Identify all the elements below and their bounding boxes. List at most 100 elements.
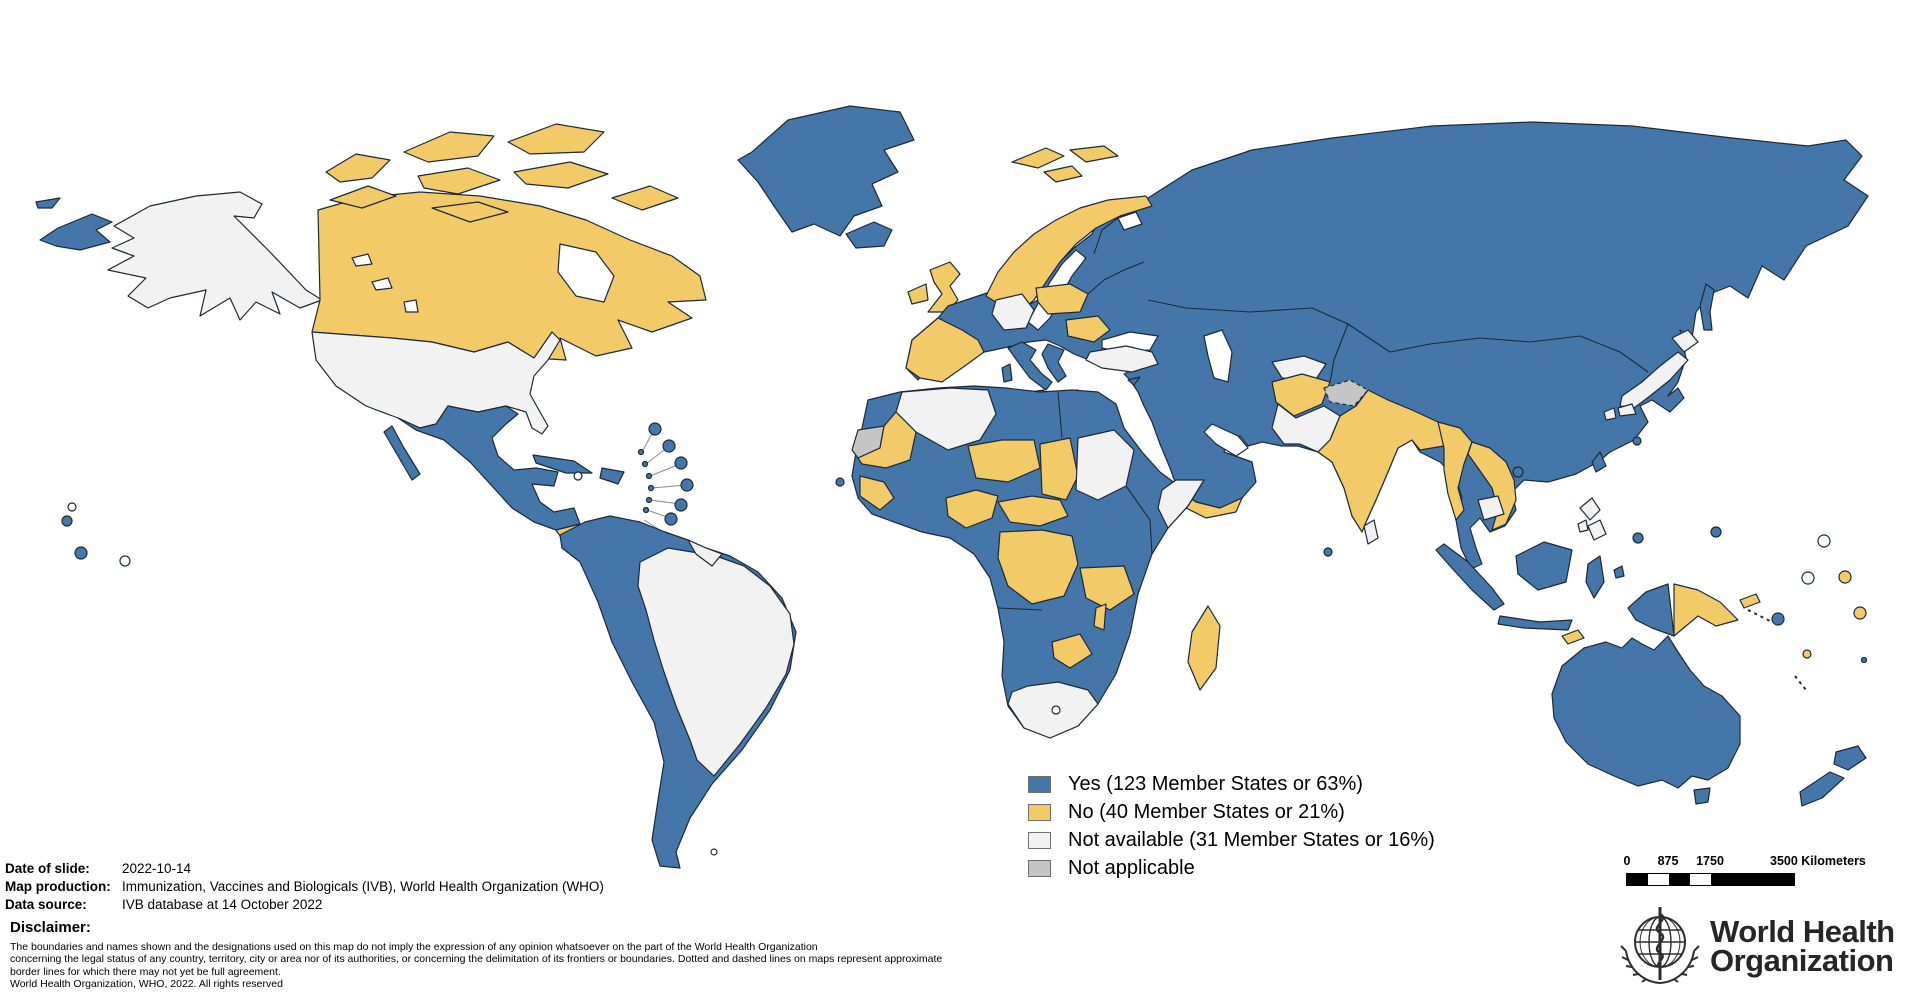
region-ireland bbox=[907, 283, 929, 305]
scale-tick-0: 0 bbox=[1623, 854, 1631, 868]
caribbean-dot bbox=[674, 456, 688, 470]
legend-swatch-no bbox=[1028, 803, 1051, 821]
region-cambodia bbox=[1477, 495, 1505, 521]
pacific-dot bbox=[1632, 532, 1644, 544]
pacific-dot bbox=[1817, 534, 1831, 548]
legend-item-not-applicable: Not applicable bbox=[1028, 854, 1435, 882]
region-norway bbox=[985, 195, 1153, 313]
pacific-dot bbox=[1802, 649, 1812, 659]
region-niger bbox=[967, 439, 1041, 483]
region-tasmania bbox=[1693, 787, 1711, 805]
region-cyprus bbox=[1127, 376, 1141, 386]
slide-metadata: Date of slide: 2022-10-14 Map production… bbox=[5, 860, 604, 914]
region-sri-lanka bbox=[1363, 519, 1379, 545]
region-myanmar bbox=[1437, 421, 1473, 521]
region-tanzania bbox=[1079, 565, 1135, 611]
caribbean-islet bbox=[641, 460, 649, 468]
region-new-zealand-south bbox=[1799, 771, 1845, 807]
pacific-dot bbox=[61, 515, 73, 527]
region-chukotka bbox=[39, 213, 113, 251]
disclaimer-line: concerning the legal status of any count… bbox=[10, 953, 943, 966]
solomon-islands bbox=[1747, 609, 1773, 623]
region-mauritania bbox=[857, 411, 917, 469]
border-libya-egypt bbox=[1057, 391, 1063, 439]
region-hainan bbox=[1512, 466, 1524, 478]
caribbean-dot bbox=[680, 478, 694, 492]
scale-tick-1750: 1750 bbox=[1696, 854, 1724, 868]
region-germany bbox=[991, 293, 1035, 331]
region-new-guinea-west bbox=[1627, 583, 1675, 637]
metadata-label: Map production: bbox=[5, 879, 111, 894]
metadata-label: Date of slide: bbox=[5, 861, 90, 876]
legend-item-yes: Yes (123 Member States or 63%) bbox=[1028, 770, 1435, 798]
region-iberia bbox=[905, 317, 985, 383]
region-arctic-island bbox=[611, 185, 679, 211]
lake-great-slave bbox=[371, 277, 393, 291]
border-china-west bbox=[1329, 323, 1349, 383]
hudson-bay bbox=[557, 243, 615, 303]
caribbean-dot bbox=[664, 512, 678, 526]
region-moluccas bbox=[1613, 565, 1625, 579]
region-new-britain bbox=[1739, 593, 1761, 609]
pacific-dot bbox=[119, 555, 131, 567]
region-somalia bbox=[1157, 479, 1205, 529]
caribbean-dot bbox=[662, 439, 676, 453]
region-turkmenistan bbox=[1271, 355, 1327, 383]
region-arctic-island bbox=[513, 161, 609, 189]
region-jamaica bbox=[573, 471, 583, 481]
region-afghanistan bbox=[1271, 373, 1331, 417]
black-sea bbox=[1101, 331, 1159, 353]
lake-great-bear bbox=[351, 253, 373, 267]
metadata-value: Immunization, Vaccines and Biologicals (… bbox=[122, 879, 604, 894]
caspian-sea bbox=[1203, 329, 1233, 383]
who-logo-line1: World Health bbox=[1710, 914, 1895, 949]
region-cape-verde bbox=[835, 477, 845, 487]
pacific-dot bbox=[1771, 612, 1785, 626]
metadata-value: IVB database at 14 October 2022 bbox=[122, 897, 323, 912]
white-sea bbox=[1117, 211, 1143, 231]
metadata-value: 2022-10-14 bbox=[122, 861, 192, 876]
pacific-dot bbox=[74, 546, 88, 560]
region-arctic-island bbox=[431, 201, 509, 223]
scale-end-label: 3500 Kilometers bbox=[1770, 854, 1866, 868]
region-papua-new-guinea bbox=[1673, 583, 1739, 637]
caribbean-islet bbox=[637, 448, 645, 456]
region-iceland bbox=[845, 221, 893, 249]
region-chukotka-sliver bbox=[35, 197, 61, 209]
disclaimer-line: border lines for which there may not yet… bbox=[10, 965, 281, 978]
legend-label: Yes (123 Member States or 63%) bbox=[1068, 772, 1363, 795]
caribbean-dot bbox=[674, 498, 688, 512]
persian-gulf bbox=[1203, 423, 1249, 457]
region-greenland bbox=[737, 105, 915, 237]
leader-line bbox=[651, 484, 687, 489]
scale-segment bbox=[1627, 874, 1648, 885]
region-madagascar bbox=[1187, 605, 1221, 691]
legend-swatch-not-applicable bbox=[1028, 859, 1051, 877]
metadata-label: Data source: bbox=[5, 897, 87, 912]
legend-item-no: No (40 Member States or 21%) bbox=[1028, 798, 1435, 826]
region-chad bbox=[1039, 437, 1079, 501]
region-alaska bbox=[107, 191, 323, 321]
region-canada bbox=[311, 191, 707, 361]
region-sumatra bbox=[1435, 543, 1505, 611]
pacific-dot bbox=[1801, 571, 1815, 585]
region-arctic-island bbox=[403, 131, 495, 163]
region-guinea bbox=[859, 475, 895, 511]
legend-label: Not applicable bbox=[1068, 856, 1195, 879]
pacific-dot bbox=[67, 502, 77, 512]
region-guyanas bbox=[687, 539, 723, 567]
region-new-zealand-north bbox=[1833, 745, 1867, 771]
region-sakhalin bbox=[1699, 283, 1715, 331]
scale-segment bbox=[1669, 874, 1690, 885]
metadata-row: Map production: Immunization, Vaccines a… bbox=[5, 878, 604, 896]
caribbean-islet bbox=[645, 496, 653, 504]
disclaimer: Disclaimer: The boundaries and names sho… bbox=[10, 919, 942, 990]
region-svalbard bbox=[1069, 145, 1119, 163]
region-japan-kyushu bbox=[1617, 403, 1637, 417]
region-turkey bbox=[1085, 345, 1159, 373]
region-arctic-island bbox=[325, 153, 391, 183]
region-arctic-island bbox=[507, 123, 605, 155]
region-brazil bbox=[637, 547, 795, 777]
